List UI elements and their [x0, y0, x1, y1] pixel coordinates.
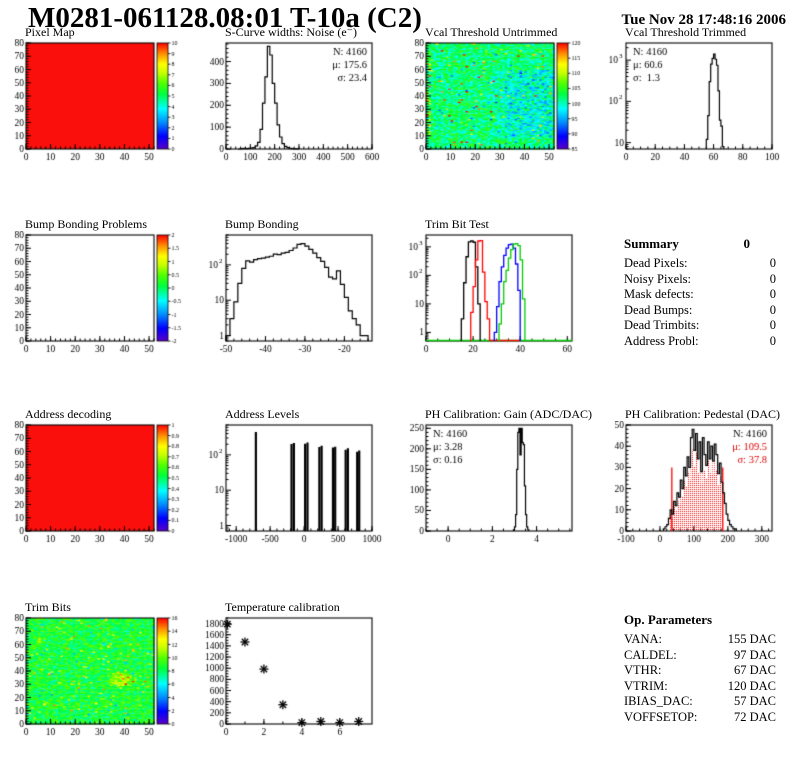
plot-scurve-noise: S-Curve widths: Noise (e⁻)	[200, 26, 399, 196]
plot-bump-bonding: Bump Bonding	[200, 218, 399, 388]
scurve-noise-title: S-Curve widths: Noise (e⁻)	[225, 25, 357, 39]
ph-pedestal-canvas	[600, 421, 796, 559]
address-levels-canvas	[200, 421, 399, 559]
vcal-trimmed-canvas	[600, 39, 796, 177]
pixel-map-title: Pixel Map	[25, 25, 75, 39]
address-decoding-title: Address decoding	[25, 407, 112, 421]
summary-row: Noisy Pixels: 0	[624, 272, 776, 288]
kv-value: 97 DAC	[733, 647, 776, 662]
ph-gain-title: PH Calibration: Gain (ADC/DAC)	[425, 407, 592, 421]
address-levels-title: Address Levels	[225, 407, 300, 421]
bump-bonding-canvas	[200, 231, 399, 369]
kv-value: 0	[769, 256, 776, 270]
plot-ph-pedestal: PH Calibration: Pedestal (DAC)	[600, 408, 796, 578]
kv-label: Dead Bumps:	[624, 302, 693, 317]
kv-label: VTHR:	[624, 663, 662, 677]
summary-total: 0	[743, 236, 751, 251]
kv-label: VTRIM:	[624, 678, 668, 693]
temperature-calibration-title: Temperature calibration	[225, 600, 340, 614]
op_parameter-row: VANA: 155 DAC	[624, 632, 776, 648]
address-decoding-canvas	[0, 421, 199, 559]
kv-value: 0	[769, 302, 776, 317]
kv-value: 0	[769, 333, 776, 348]
kv-label: VANA:	[624, 632, 662, 646]
plot-bump-problems: Bump Bonding Problems	[0, 218, 199, 388]
plot-ph-gain: PH Calibration: Gain (ADC/DAC)	[400, 408, 599, 578]
vcal-untrimmed-title: Vcal Threshold Untrimmed	[425, 25, 558, 39]
kv-value: 57 DAC	[733, 694, 776, 708]
vcal-untrimmed-canvas	[400, 39, 599, 177]
bump-problems-canvas	[0, 231, 199, 369]
kv-label: Noisy Pixels:	[624, 271, 692, 286]
plot-vcal-untrimmed: Vcal Threshold Untrimmed	[400, 26, 599, 196]
summary-title: Summary	[624, 236, 679, 251]
ph-pedestal-title: PH Calibration: Pedestal (DAC)	[625, 407, 780, 421]
trim-bit-test-title: Trim Bit Test	[425, 217, 489, 231]
summary-row: Dead Pixels: 0	[624, 256, 776, 272]
op-parameters-title: Op. Parameters	[624, 612, 713, 627]
op-parameters-rows: VANA: 155 DAC CALDEL: 97 DAC VTHR: 67 DAC VTRI…	[624, 632, 776, 725]
plot-address-decoding: Address decoding	[0, 408, 199, 578]
bump-bonding-title: Bump Bonding	[225, 217, 299, 231]
summary-rows: Dead Pixels: 0 Noisy Pixels: 0 Mask defects:…	[624, 256, 776, 349]
kv-value: 0	[769, 271, 776, 286]
kv-value: 0	[769, 287, 776, 301]
trim-bit-test-canvas	[400, 231, 599, 369]
kv-label: Dead Pixels:	[624, 256, 688, 270]
op_parameter-row: VOFFSETOP: 72 DAC	[624, 710, 776, 726]
kv-value: 67 DAC	[733, 663, 776, 677]
kv-value: 120 DAC	[727, 678, 776, 693]
kv-value: 155 DAC	[727, 632, 776, 646]
kv-value: 72 DAC	[733, 709, 776, 724]
op_parameter-row: IBIAS_DAC: 57 DAC	[624, 694, 776, 710]
temperature-calibration-canvas	[200, 614, 399, 752]
plot-trim-bits-map: Trim Bits	[0, 601, 199, 771]
plot-pixel-map: Pixel Map	[0, 26, 199, 196]
kv-label: Mask defects:	[624, 287, 694, 301]
ph-gain-canvas	[400, 421, 599, 559]
summary-panel: Summary 0 Dead Pixels: 0 Noisy Pixels: 0 Mas…	[624, 236, 776, 349]
page-title: M0281-061128.08:01 T-10a (C2)	[28, 2, 422, 34]
vcal-trimmed-title: Vcal Threshold Trimmed	[625, 25, 747, 39]
bump-problems-title: Bump Bonding Problems	[25, 217, 148, 231]
kv-value: 0	[769, 318, 776, 332]
kv-label: Address Probl:	[624, 333, 699, 348]
scurve-noise-canvas	[200, 39, 399, 177]
plot-vcal-trimmed: Vcal Threshold Trimmed	[600, 26, 796, 196]
summary-row: Dead Bumps: 0	[624, 303, 776, 319]
op_parameter-row: VTRIM: 120 DAC	[624, 679, 776, 695]
plot-address-levels: Address Levels	[200, 408, 399, 578]
kv-label: VOFFSETOP:	[624, 709, 698, 724]
summary-row: Dead Trimbits: 0	[624, 318, 776, 334]
summary-row: Mask defects: 0	[624, 287, 776, 303]
plot-trim-bit-test: Trim Bit Test	[400, 218, 599, 388]
op_parameter-row: CALDEL: 97 DAC	[624, 648, 776, 664]
trim-bits-map-title: Trim Bits	[25, 600, 71, 614]
kv-label: Dead Trimbits:	[624, 318, 700, 332]
op_parameter-row: VTHR: 67 DAC	[624, 663, 776, 679]
kv-label: IBIAS_DAC:	[624, 694, 693, 708]
pixel-map-canvas	[0, 39, 199, 177]
trim-bits-map-canvas	[0, 614, 199, 752]
timestamp: Tue Nov 28 17:48:16 2006	[621, 12, 786, 28]
plot-temperature-calibration: Temperature calibration	[200, 601, 399, 771]
summary-row: Address Probl: 0	[624, 334, 776, 350]
kv-label: CALDEL:	[624, 647, 677, 662]
op-parameters-panel: Op. Parameters VANA: 155 DAC CALDEL: 97 DAC…	[624, 612, 776, 725]
